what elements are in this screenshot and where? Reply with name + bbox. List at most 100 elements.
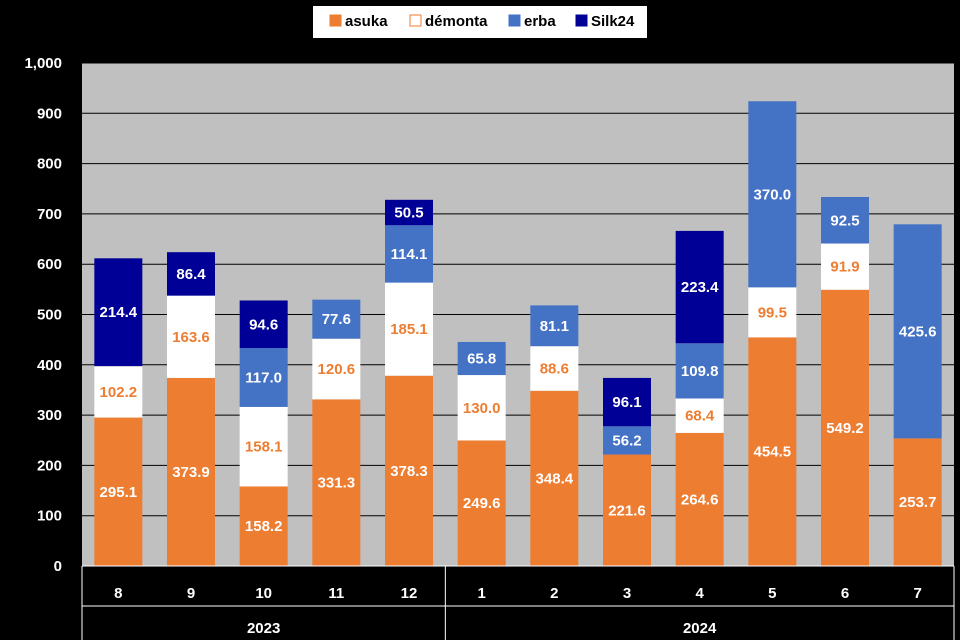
bar-segment — [675, 398, 724, 433]
bar-segment — [239, 406, 288, 487]
y-tick-label: 0 — [54, 558, 62, 575]
data-label: 120.6 — [318, 361, 356, 378]
y-tick-label: 600 — [37, 256, 62, 273]
data-label: 92.5 — [830, 212, 859, 229]
bar-segment — [239, 300, 288, 349]
y-tick-label: 400 — [37, 357, 62, 374]
data-label: 130.0 — [463, 400, 501, 417]
x-tick-label: 9 — [187, 585, 195, 602]
bar-segment — [385, 225, 433, 283]
x-tick-label: 5 — [768, 585, 776, 602]
data-label: 249.6 — [463, 495, 501, 512]
data-label: 96.1 — [612, 394, 641, 411]
y-tick-label: 500 — [37, 307, 62, 324]
data-label: 56.2 — [612, 432, 641, 449]
bar-segment — [821, 289, 869, 566]
x-tick-label: 3 — [623, 585, 631, 602]
bar-segment — [457, 341, 506, 376]
data-label: 81.1 — [540, 318, 569, 335]
bar-segment — [385, 199, 433, 226]
legend-swatch — [409, 14, 422, 27]
data-label: 109.8 — [681, 363, 719, 380]
x-group-label: 2023 — [247, 620, 280, 637]
bar-segment — [530, 390, 579, 566]
bar-segment — [457, 440, 506, 566]
data-label: 549.2 — [826, 420, 864, 437]
data-label: 163.6 — [172, 329, 210, 346]
x-tick-label: 2 — [550, 585, 558, 602]
data-label: 158.1 — [245, 439, 283, 456]
data-label: 102.2 — [100, 384, 138, 401]
bar-segment — [312, 399, 361, 566]
x-group-label: 2024 — [683, 620, 717, 637]
bar-segment — [748, 287, 797, 338]
data-label: 117.0 — [245, 369, 282, 386]
bar-segment — [312, 299, 361, 339]
data-label: 223.4 — [681, 279, 719, 296]
bar-segment — [603, 454, 651, 566]
data-label: 214.4 — [100, 304, 138, 321]
bar-segment — [675, 432, 724, 566]
data-label: 91.9 — [830, 259, 859, 276]
bar-segment — [167, 295, 215, 378]
x-tick-label: 11 — [328, 585, 344, 602]
legend-swatch — [508, 14, 521, 27]
bar-segment — [603, 426, 651, 455]
data-label: 88.6 — [540, 360, 569, 377]
y-tick-label: 700 — [37, 206, 62, 223]
legend: asuka démonta erba Silk24 — [313, 6, 647, 38]
data-label: 50.5 — [394, 205, 423, 222]
bar-segment — [893, 224, 942, 439]
x-tick-label: 8 — [114, 585, 122, 602]
y-tick-label: 200 — [37, 457, 62, 474]
bar-segment — [748, 101, 797, 288]
legend-swatch — [329, 14, 342, 27]
data-label: 425.6 — [899, 323, 937, 340]
x-tick-label: 7 — [913, 585, 921, 602]
bar-segment — [385, 282, 433, 376]
x-tick-label: 4 — [695, 585, 704, 602]
bar-segment — [167, 252, 215, 296]
data-label: 158.2 — [245, 518, 283, 535]
data-label: 185.1 — [390, 321, 428, 338]
x-tick-label: 12 — [401, 585, 418, 602]
bar-segment — [94, 258, 143, 367]
data-label: 295.1 — [100, 484, 138, 501]
bar-segment — [312, 338, 361, 400]
data-label: 378.3 — [390, 463, 428, 480]
bar-segment — [94, 417, 143, 566]
data-label: 114.1 — [391, 246, 428, 263]
data-label: 65.8 — [467, 351, 496, 368]
bar-segment — [748, 337, 797, 566]
data-label: 331.3 — [318, 475, 356, 492]
data-label: 86.4 — [176, 266, 206, 283]
data-label: 99.5 — [758, 304, 787, 321]
bar-segment — [675, 230, 724, 344]
bar-segment — [821, 243, 869, 290]
x-tick-label: 10 — [255, 585, 272, 602]
legend-swatch — [575, 14, 588, 27]
y-tick-label: 1,000 — [24, 55, 62, 72]
legend-label: asuka — [345, 13, 388, 30]
y-tick-label: 300 — [37, 407, 62, 424]
data-label: 94.6 — [249, 316, 278, 333]
y-axis: 0 100 200 300 400 500 600 700 800 900 1,000 — [24, 55, 62, 575]
legend-box — [313, 6, 647, 38]
bar-segment — [821, 196, 869, 244]
data-label: 221.6 — [608, 502, 646, 519]
bar-segment — [239, 348, 288, 407]
bar-segment — [530, 305, 579, 347]
data-label: 373.9 — [172, 464, 210, 481]
data-label: 264.6 — [681, 491, 719, 508]
x-tick-label: 6 — [841, 585, 849, 602]
bars: 295.1 102.2 214.4 373.9 163.6 86.4 158.2 158.1 1… — [94, 101, 942, 566]
gridlines — [82, 62, 954, 517]
bar-segment — [385, 375, 433, 566]
data-label: 454.5 — [754, 444, 792, 461]
bar-segment — [675, 343, 724, 399]
bar-segment — [603, 377, 651, 427]
y-tick-label: 900 — [37, 105, 62, 122]
legend-label: erba — [524, 13, 556, 30]
